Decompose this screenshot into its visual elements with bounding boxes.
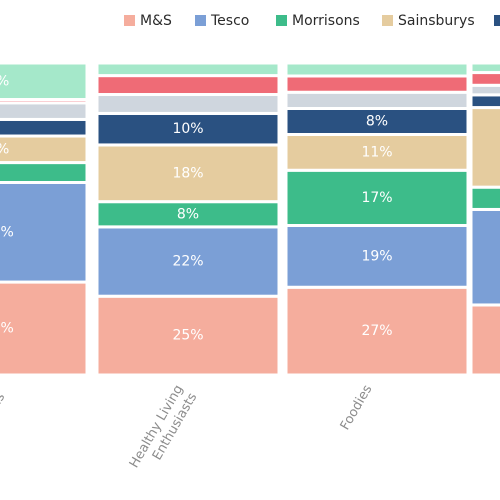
bar-segment-morrisons-0	[0, 161, 89, 184]
bar-segment-co-op-1	[95, 111, 281, 147]
bar-segment-other-1	[95, 61, 281, 78]
legend: M&STescoMorrisonsSainsburysCo-op	[124, 13, 500, 29]
bar-segment-co-op-0	[0, 117, 89, 138]
data-label-m-s-0: ...3%	[0, 321, 14, 337]
bar-segment-other-2	[284, 61, 470, 78]
bar-segment-tesco-2	[284, 224, 470, 289]
legend-label-m-s: M&S	[140, 13, 172, 29]
bar-segment-other-3	[469, 71, 500, 87]
bar-segment-other-2	[284, 74, 470, 94]
bar-segment-other-2	[284, 90, 470, 110]
plot-area: ...3% ...0%...%...% 25% 22% 8% 18% 10% 27% 19% 17…	[0, 61, 500, 377]
data-label-other-0: ...%	[0, 73, 9, 89]
bar-segment-sainsburys-0	[0, 134, 89, 165]
bar-segment-other-1	[95, 93, 281, 115]
data-label-m-s-2: 27%	[361, 323, 392, 339]
bar-segment-other-1	[95, 74, 281, 97]
legend-swatch-m-s	[124, 15, 135, 26]
category-label-2: Foodies	[338, 382, 376, 433]
data-label-morrisons-2: 17%	[361, 190, 392, 206]
bar-segment-other-0	[0, 101, 89, 121]
legend-swatch-co-op	[494, 15, 500, 26]
bar-segment-m-s-0	[0, 280, 89, 377]
legend-label-sainsburys: Sainsburys	[398, 13, 475, 29]
category-label-0: ...nals	[0, 390, 8, 431]
data-label-tesco-2: 19%	[361, 248, 392, 264]
bar-segment-other-0	[0, 61, 89, 102]
bar-segment-other-3	[469, 83, 500, 97]
bar-segment-sainsburys-3	[469, 106, 500, 189]
bar-segment-other-0	[0, 98, 89, 105]
data-label-sainsburys-2: 11%	[361, 144, 392, 160]
bar-segment-morrisons-1	[95, 200, 281, 229]
bar-segment-co-op-2	[284, 107, 470, 136]
bar-segment-tesco-1	[95, 225, 281, 298]
data-label-morrisons-1: 8%	[177, 206, 199, 222]
bar-segment-other-3	[469, 61, 500, 75]
bar-segment-m-s-3	[469, 303, 500, 377]
data-label-tesco-0: ...0%	[0, 224, 14, 240]
data-label-tesco-1: 22%	[172, 254, 203, 270]
bar-segment-tesco-3	[469, 207, 500, 307]
legend-swatch-sainsburys	[382, 15, 393, 26]
legend-swatch-tesco	[195, 15, 206, 26]
legend-label-tesco: Tesco	[210, 13, 249, 29]
bar-segment-m-s-2	[284, 285, 470, 377]
data-label-co-op-2: 8%	[366, 114, 388, 130]
legend-swatch-morrisons	[276, 15, 287, 26]
data-label-sainsburys-1: 18%	[172, 165, 203, 181]
legend-label-morrisons: Morrisons	[292, 13, 360, 29]
data-label-co-op-1: 10%	[172, 121, 203, 137]
bar-segment-morrisons-2	[284, 168, 470, 227]
bar-segment-co-op-3	[469, 93, 500, 110]
data-label-sainsburys-0: ...%	[0, 141, 9, 157]
data-label-m-s-1: 25%	[172, 328, 203, 344]
bar-segment-morrisons-3	[469, 185, 500, 211]
bar-segment-tesco-0	[0, 180, 89, 284]
